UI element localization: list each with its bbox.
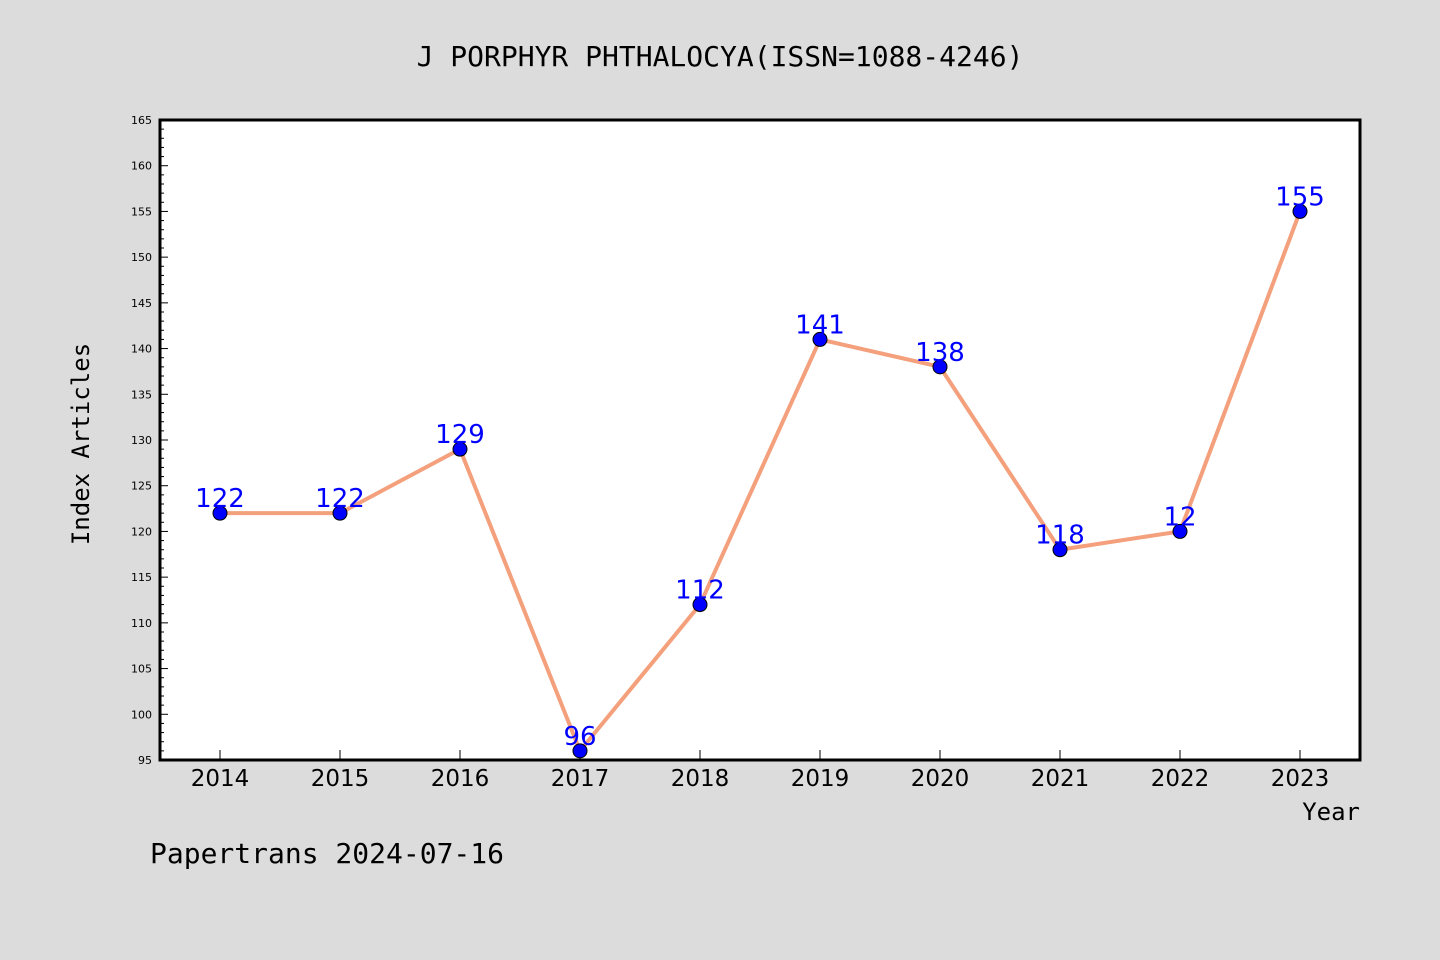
y-tick-label: 145 — [131, 297, 152, 310]
y-tick-label: 100 — [131, 708, 152, 721]
data-point-marker — [1052, 542, 1068, 558]
y-tick-label: 155 — [131, 205, 152, 218]
y-tick-label: 115 — [131, 571, 152, 584]
x-tick-label: 2017 — [551, 766, 610, 792]
data-point-marker — [812, 331, 828, 347]
x-tick-label: 2020 — [911, 766, 970, 792]
data-label: 118 — [1035, 521, 1085, 551]
data-point-marker — [932, 359, 948, 375]
data-label: 129 — [435, 420, 485, 450]
y-tick-label: 120 — [131, 525, 152, 538]
y-axis-label: Index Articles — [67, 343, 95, 545]
data-label: 138 — [915, 338, 965, 368]
data-label: 141 — [795, 310, 845, 340]
x-tick-label: 2019 — [791, 766, 850, 792]
series-line — [220, 210, 1302, 753]
x-tick-label: 2018 — [671, 766, 730, 792]
data-label: 155 — [1275, 182, 1325, 212]
data-point-marker — [692, 597, 708, 613]
x-axis: 2014 2015 2016 2017 2018 2019 2020 2021 2022 2023 — [191, 750, 1330, 792]
plot-area — [158, 118, 1362, 762]
y-tick-label: 130 — [131, 434, 152, 447]
series-line-group: 122 122 129 96 112 141 138 118 12 155 — [195, 182, 1325, 759]
data-point-marker — [572, 743, 588, 759]
data-label: 12 — [1163, 502, 1196, 532]
data-label: 96 — [563, 722, 596, 752]
y-tick-label: 140 — [131, 343, 152, 356]
x-tick-label: 2014 — [191, 766, 250, 792]
y-tick-label: 105 — [131, 663, 152, 676]
x-tick-label: 2023 — [1271, 766, 1330, 792]
footer-credit: Papertrans 2024-07-16 — [150, 837, 504, 870]
data-label: 122 — [315, 484, 365, 514]
y-tick-label: 165 — [131, 114, 152, 127]
data-point-marker — [212, 505, 228, 521]
y-tick-label: 160 — [131, 160, 152, 173]
x-axis-label: Year — [1302, 798, 1360, 826]
data-point-marker — [1172, 523, 1188, 539]
y-axis: 95 100 105 110 115 120 125 130 135 140 145 150 155 16… — [131, 114, 168, 767]
y-tick-label: 150 — [131, 251, 152, 264]
x-tick-label: 2022 — [1151, 766, 1210, 792]
y-tick-label: 125 — [131, 480, 152, 493]
y-tick-label: 135 — [131, 388, 152, 401]
data-point-marker — [1292, 203, 1308, 219]
x-tick-label: 2015 — [311, 766, 370, 792]
chart-title: J PORPHYR PHTHALOCYA(ISSN=1088-4246) — [417, 40, 1024, 73]
y-tick-label: 110 — [131, 617, 152, 630]
data-point-marker — [332, 505, 348, 521]
data-label: 112 — [675, 576, 725, 606]
data-point-marker — [452, 441, 468, 457]
x-tick-label: 2021 — [1031, 766, 1090, 792]
x-tick-label: 2016 — [431, 766, 490, 792]
data-label: 122 — [195, 484, 245, 514]
y-tick-label: 95 — [138, 754, 152, 767]
